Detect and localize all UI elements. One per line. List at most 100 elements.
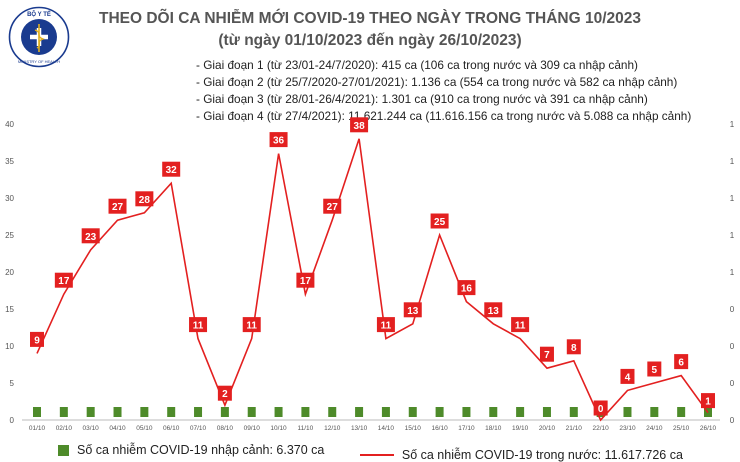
y-left-tick-label: 20 <box>5 268 14 277</box>
data-label-box <box>593 400 608 416</box>
data-label: 11 <box>246 321 257 332</box>
imported-bar <box>328 407 337 417</box>
data-label: 11 <box>515 321 526 332</box>
data-label: 32 <box>166 165 178 176</box>
y-left-tick-label: 30 <box>5 194 14 203</box>
x-tick-label: 08/10 <box>217 425 234 432</box>
page-title: THEO DÕI CA NHIỄM MỚI COVID-19 THEO NGÀY… <box>98 10 642 27</box>
data-label: 5 <box>652 365 658 376</box>
stage-note-1: - Giai đoạn 1 (từ 23/01-24/7/2020): 415 … <box>196 58 638 72</box>
imported-bar <box>167 407 176 417</box>
y-left-tick-label: 40 <box>5 120 14 129</box>
data-label: 11 <box>381 321 392 332</box>
x-tick-label: 01/10 <box>29 425 46 432</box>
legend-imported-label: Số ca nhiễm COVID-19 nhập cảnh: 6.370 ca <box>77 443 325 457</box>
imported-bar <box>569 407 578 417</box>
data-label: 27 <box>112 202 124 213</box>
imported-bar <box>59 407 68 417</box>
imported-bar <box>194 407 203 417</box>
x-tick-label: 14/10 <box>378 425 395 432</box>
ministry-of-health-logo: BỘ Y TẾ MINISTRY OF HEALTH <box>8 6 70 68</box>
data-label: 38 <box>354 121 366 132</box>
x-tick-label: 22/10 <box>592 425 609 432</box>
data-label-box <box>376 317 395 333</box>
legend-domestic: Số ca nhiễm COVID-19 trong nước: 11.617.… <box>359 447 683 462</box>
data-label-box <box>403 302 422 318</box>
imported-bar <box>516 407 525 417</box>
x-tick-label: 12/10 <box>324 425 341 432</box>
data-label-box <box>350 117 369 133</box>
x-tick-label: 24/10 <box>646 425 663 432</box>
data-label: 2 <box>222 389 228 400</box>
legend-imported: Số ca nhiễm COVID-19 nhập cảnh: 6.370 ca <box>58 443 324 457</box>
data-label: 16 <box>461 284 473 295</box>
data-label-box <box>217 385 232 401</box>
svg-text:MINISTRY OF HEALTH: MINISTRY OF HEALTH <box>18 59 60 64</box>
data-label: 0 <box>598 404 604 415</box>
data-label-box <box>511 317 530 333</box>
x-tick-label: 06/10 <box>163 425 180 432</box>
x-tick-label: 25/10 <box>673 425 690 432</box>
x-tick-label: 04/10 <box>109 425 126 432</box>
imported-bar <box>623 407 632 417</box>
x-tick-label: 23/10 <box>619 425 636 432</box>
y-left-tick-label: 0 <box>10 416 15 425</box>
y-right-tick-label: 1 <box>730 194 735 203</box>
data-label: 9 <box>34 335 40 346</box>
y-left-tick-label: 10 <box>5 342 14 351</box>
data-label-box <box>566 339 581 355</box>
y-right-tick-label: 0 <box>730 416 735 425</box>
imported-bar <box>86 407 95 417</box>
x-tick-label: 07/10 <box>190 425 207 432</box>
y-right-tick-label: 0 <box>730 342 735 351</box>
data-label-box <box>135 191 154 207</box>
legend-domestic-swatch <box>359 453 394 456</box>
y-left-tick-label: 15 <box>5 305 14 314</box>
imported-bar <box>381 407 390 417</box>
stage-notes: - Giai đoạn 1 (từ 23/01-24/7/2020): 415 … <box>196 57 691 125</box>
data-label-box <box>81 228 100 244</box>
data-label-box <box>323 198 342 214</box>
legend-imported-swatch <box>58 444 69 456</box>
x-tick-label: 10/10 <box>270 425 287 432</box>
x-tick-label: 11/10 <box>298 425 314 432</box>
legend-domestic-label: Số ca nhiễm COVID-19 trong nước: 11.617.… <box>401 447 683 462</box>
y-right-tick-label: 0 <box>730 379 735 388</box>
data-label-box <box>269 132 288 148</box>
imported-bar <box>355 407 364 417</box>
y-right-tick-label: 1 <box>730 231 735 240</box>
data-label-box <box>674 354 689 370</box>
data-label: 13 <box>407 306 419 317</box>
data-label: 23 <box>85 232 97 243</box>
data-label-box <box>701 393 715 409</box>
data-label: 25 <box>434 217 446 228</box>
data-label-box <box>30 331 44 347</box>
imported-bar <box>301 407 310 417</box>
imported-bar <box>220 407 229 417</box>
data-label-box <box>647 361 662 377</box>
x-tick-label: 18/10 <box>485 425 502 432</box>
imported-bar <box>33 407 41 417</box>
x-tick-label: 15/10 <box>405 425 422 432</box>
data-label: 27 <box>327 202 339 213</box>
data-label-box <box>162 161 181 177</box>
data-label: 6 <box>678 358 684 369</box>
x-tick-label: 19/10 <box>512 425 529 432</box>
imported-bar <box>489 407 498 417</box>
page-subtitle: (từ ngày 01/10/2023 đến ngày 26/10/2023) <box>218 32 522 49</box>
x-tick-label: 09/10 <box>244 425 261 432</box>
imported-bar <box>435 407 444 417</box>
domestic-cases-line <box>36 138 709 422</box>
y-right-tick-label: 1 <box>730 268 735 277</box>
data-label-box <box>54 272 73 288</box>
data-label: 1 <box>705 397 711 408</box>
stage-note-3: - Giai đoạn 3 (từ 28/01-26/4/2021): 1.30… <box>196 92 648 106</box>
y-left-tick-label: 5 <box>10 379 15 388</box>
data-label-box <box>430 213 449 229</box>
data-label: 13 <box>488 306 500 317</box>
x-tick-label: 21/10 <box>566 425 583 432</box>
y-right-tick-label: 1 <box>730 157 735 166</box>
data-label: 17 <box>300 276 312 287</box>
imported-bar <box>462 407 471 417</box>
